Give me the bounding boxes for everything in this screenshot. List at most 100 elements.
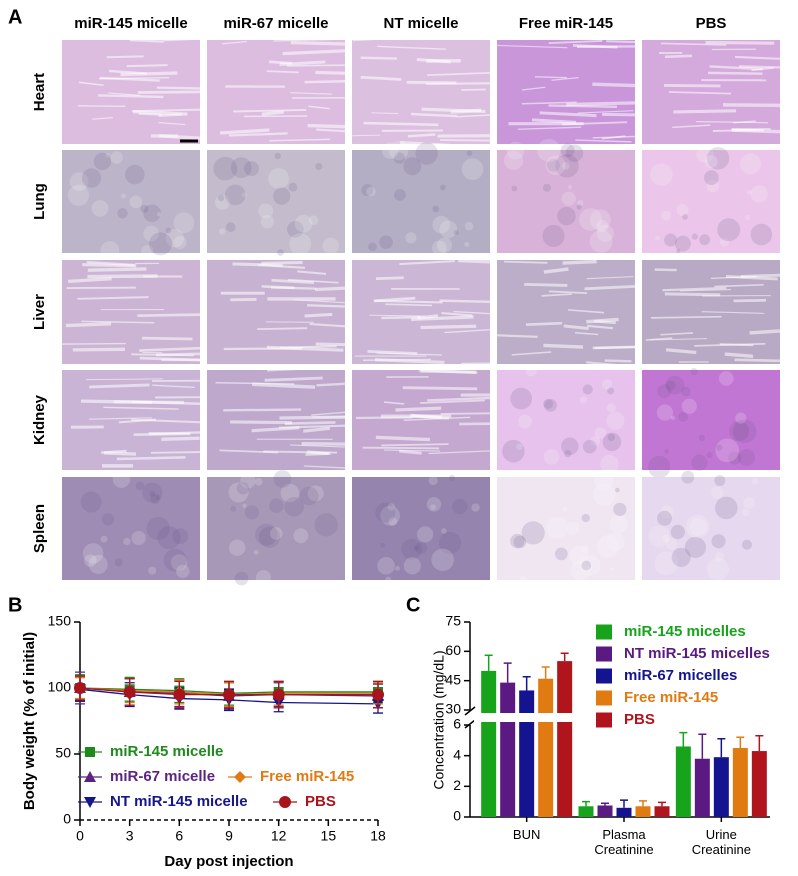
texture [261,261,303,265]
texture [440,184,446,191]
texture [103,406,179,410]
histology-image [497,365,635,474]
error-bar [679,731,688,747]
texture [385,576,392,583]
texture [413,545,420,551]
texture [696,120,769,124]
texture [284,496,304,517]
texture [399,449,422,455]
texture [311,411,346,416]
texture [274,152,281,160]
histology-image [207,150,345,256]
texture [149,490,156,497]
image-base [352,40,490,144]
texture [670,415,675,420]
image-base [642,150,780,253]
legend-swatch [596,712,612,728]
texture [165,227,172,234]
texture [655,235,660,241]
legend-label: Free miR-145 [260,768,354,785]
texture [548,104,617,108]
texture [416,57,451,64]
texture [65,322,112,328]
texture [714,552,725,562]
texture [602,432,622,452]
texture [290,40,346,46]
texture [87,267,147,272]
texture [691,454,708,471]
texture [131,530,146,546]
error-bar [484,654,493,671]
texture [562,259,597,265]
texture [155,495,160,501]
texture [432,215,450,234]
texture [384,449,441,452]
texture [279,60,326,66]
texture [363,121,439,127]
texture [315,342,346,347]
bar [500,682,516,817]
break-gap [474,713,774,722]
texture [273,470,292,488]
texture [360,75,402,81]
texture [439,299,491,304]
series-line [79,688,379,705]
texture [654,551,679,576]
texture [729,421,750,442]
texture [534,76,567,79]
texture [510,387,533,410]
series-line [79,687,378,694]
texture [383,401,405,405]
texture [415,142,438,165]
texture [81,168,102,188]
texture [577,110,634,114]
panel-label: C [406,594,420,616]
image-base [497,40,635,144]
texture [315,162,323,171]
error-bar [503,662,512,683]
y-tick-label: 75 [445,613,461,629]
texture [737,448,756,467]
texture [576,204,582,210]
texture [165,228,185,248]
texture [100,535,108,543]
texture [728,451,742,465]
texture [497,44,568,49]
texture [282,49,346,56]
texture [149,431,201,436]
y-tick-label: 4 [453,746,461,762]
texture [301,442,346,446]
texture [69,172,89,191]
texture [607,433,616,441]
texture [308,215,319,226]
error-bar [560,652,569,662]
texture [543,398,554,409]
texture [464,221,474,231]
data-point [372,688,384,701]
bar [519,690,535,817]
panel-label: A [8,6,22,28]
image-base [642,370,780,470]
texture [471,503,480,512]
texture [563,324,589,330]
texture [662,534,670,542]
texture [131,418,201,424]
texture [684,536,707,558]
legend-marker [84,797,96,808]
error-bar [698,733,707,759]
image-base [207,40,345,144]
texture [698,434,705,441]
texture [600,454,619,474]
texture [503,150,524,171]
y-axis-label: Body weight (% of initial) [21,632,38,810]
texture [506,141,525,160]
texture [375,435,430,442]
column-header: Free miR-145 [519,15,613,32]
legend-label: miR-145 micelle [110,743,223,760]
texture [156,212,162,217]
texture [537,138,561,162]
row-label: Lung [31,183,48,220]
texture [139,346,201,352]
texture [240,473,256,489]
